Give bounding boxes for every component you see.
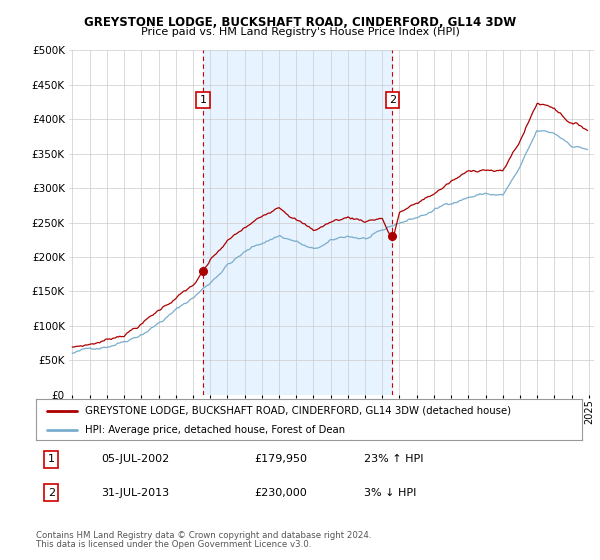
Text: 1: 1	[48, 454, 55, 464]
Text: GREYSTONE LODGE, BUCKSHAFT ROAD, CINDERFORD, GL14 3DW: GREYSTONE LODGE, BUCKSHAFT ROAD, CINDERF…	[84, 16, 516, 29]
Text: Price paid vs. HM Land Registry's House Price Index (HPI): Price paid vs. HM Land Registry's House …	[140, 27, 460, 37]
Text: £230,000: £230,000	[254, 488, 307, 498]
Text: 31-JUL-2013: 31-JUL-2013	[101, 488, 170, 498]
Text: 23% ↑ HPI: 23% ↑ HPI	[364, 454, 423, 464]
Text: This data is licensed under the Open Government Licence v3.0.: This data is licensed under the Open Gov…	[36, 540, 311, 549]
Text: 2: 2	[48, 488, 55, 498]
Text: Contains HM Land Registry data © Crown copyright and database right 2024.: Contains HM Land Registry data © Crown c…	[36, 531, 371, 540]
Text: £179,950: £179,950	[254, 454, 307, 464]
Text: 3% ↓ HPI: 3% ↓ HPI	[364, 488, 416, 498]
Bar	[203, 50, 392, 395]
Text: 1: 1	[199, 95, 206, 105]
Text: HPI: Average price, detached house, Forest of Dean: HPI: Average price, detached house, Fore…	[85, 424, 345, 435]
Text: 05-JUL-2002: 05-JUL-2002	[101, 454, 170, 464]
Text: GREYSTONE LODGE, BUCKSHAFT ROAD, CINDERFORD, GL14 3DW (detached house): GREYSTONE LODGE, BUCKSHAFT ROAD, CINDERF…	[85, 405, 511, 416]
Text: 2: 2	[389, 95, 396, 105]
